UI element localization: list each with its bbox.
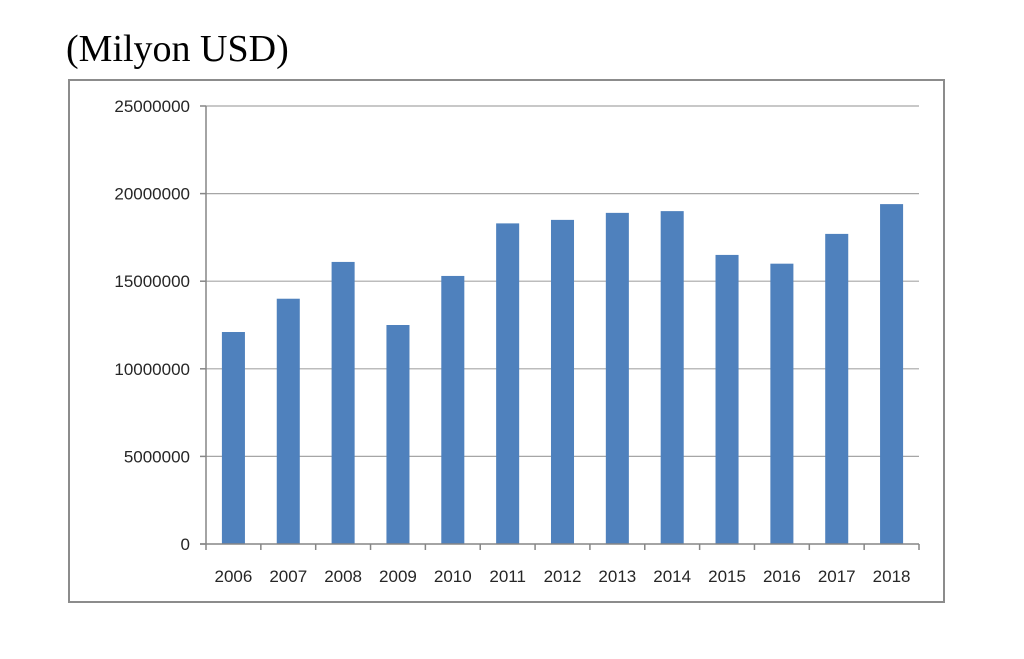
y-tick-label: 5000000 [124, 447, 190, 466]
x-tick-label: 2009 [379, 567, 417, 586]
bar-2013 [605, 212, 629, 544]
bars [221, 204, 904, 545]
x-tick-label: 2015 [708, 567, 746, 586]
y-tick-label: 10000000 [114, 360, 190, 379]
x-tick-label: 2007 [269, 567, 307, 586]
y-tick-label: 20000000 [114, 185, 190, 204]
x-tick-label: 2018 [873, 567, 911, 586]
x-tick-label: 2014 [653, 567, 691, 586]
axes [200, 105, 920, 550]
x-tick-label: 2008 [324, 567, 362, 586]
y-tick-labels: 0 5000000 10000000 15000000 20000000 25000000 [114, 97, 190, 554]
y-tick-label: 15000000 [114, 272, 190, 291]
x-tick-label: 2016 [763, 567, 801, 586]
x-tick-labels: 2006 2007 2008 2009 2010 2011 2012 2013 2014 2015… [215, 567, 911, 586]
bar-2016 [770, 263, 794, 544]
unit-title: (Milyon USD) [66, 28, 289, 70]
bar-2014 [660, 211, 684, 544]
x-tick-label: 2006 [215, 567, 253, 586]
bar-2008 [331, 261, 355, 544]
y-tick-label: 0 [181, 535, 190, 554]
bar-2017 [825, 233, 849, 544]
y-tick-label: 25000000 [114, 97, 190, 116]
x-tick-label: 2010 [434, 567, 472, 586]
bar-2010 [441, 275, 465, 544]
bar-2012 [550, 219, 575, 544]
bar-2006 [221, 332, 245, 544]
bar-2011 [496, 223, 520, 544]
x-tick-label: 2012 [544, 567, 582, 586]
x-tick-label: 2017 [818, 567, 856, 586]
bar-2018 [880, 204, 904, 544]
bar-2007 [276, 298, 300, 544]
bar-2009 [386, 325, 410, 544]
bar-2015 [715, 254, 739, 545]
x-tick-label: 2013 [598, 567, 636, 586]
x-tick-label: 2011 [489, 567, 526, 586]
